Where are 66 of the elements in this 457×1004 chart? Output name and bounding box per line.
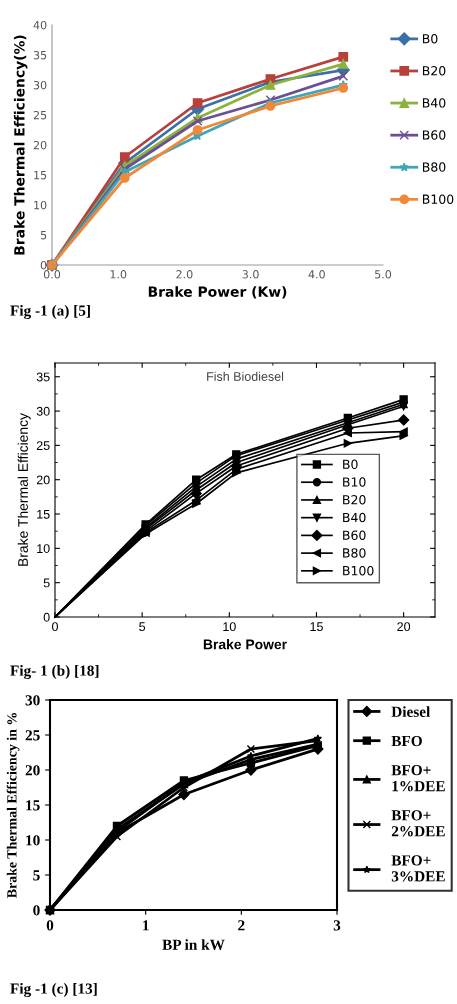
x-tick-label: 20 <box>397 622 411 632</box>
y-axis-title: Brake Thermal Efficiency <box>17 413 31 566</box>
x-tick-label: 1 <box>143 920 149 931</box>
y-tick-label: 5 <box>40 231 47 240</box>
x-tick-label: 3.0 <box>242 270 259 279</box>
x-tick-label: 1.0 <box>110 270 127 279</box>
y-tick-label: 15 <box>37 509 50 519</box>
legend-label: B0 <box>343 459 358 470</box>
x-tick-label: 4.0 <box>308 270 325 279</box>
x-axis-title: Brake Power <box>203 639 287 650</box>
x-tick-label: 2.0 <box>176 270 193 279</box>
y-tick-label: 15 <box>26 800 40 811</box>
legend-label: BFO+ 1%DEE <box>391 765 445 792</box>
legend-label: B20 <box>422 66 446 76</box>
y-tick-label: 0 <box>43 612 50 622</box>
y-tick-label: 5 <box>33 870 40 881</box>
legend-label: B60 <box>422 130 446 140</box>
y-tick-label: 20 <box>33 140 47 150</box>
legend-label: B40 <box>422 98 446 108</box>
y-tick-label: 25 <box>25 730 40 741</box>
x-axis-title: Brake Power (Kw) <box>148 286 287 299</box>
legend-label: B100 <box>343 565 374 576</box>
y-axis-title: Brake Thermal Efficiency(%) <box>13 35 28 255</box>
y-tick-label: 10 <box>37 544 50 553</box>
text: Fig -1 (c) [13] <box>10 983 97 997</box>
x-tick-label: 5.0 <box>375 270 392 279</box>
y-tick-label: 5 <box>43 578 50 588</box>
y-tick-label: 20 <box>25 765 40 776</box>
y-tick-label: 0 <box>33 905 40 916</box>
y-tick-label: 10 <box>34 200 47 210</box>
legend-label: B0 <box>422 33 438 44</box>
text: Fig -1 (a) [5] <box>10 305 90 319</box>
legend-label: B10 <box>343 477 366 487</box>
legend-label: B20 <box>343 495 366 505</box>
legend-label: B80 <box>422 162 446 172</box>
legend-label: BFO+ 3%DEE <box>391 855 445 882</box>
y-tick-label: 30 <box>25 695 40 706</box>
y-tick-label: 40 <box>33 20 47 30</box>
legend-label: B80 <box>343 548 366 558</box>
legend-label: Diesel <box>391 706 431 717</box>
y-tick-label: 15 <box>34 171 47 180</box>
legend-label: B100 <box>422 194 454 204</box>
text: Fish Biodiesel <box>207 371 284 381</box>
legend-label: B40 <box>343 512 366 523</box>
legend-label: BFO <box>391 735 422 747</box>
x-tick-label: 0 <box>52 622 58 632</box>
x-tick-label: 15 <box>310 622 323 632</box>
y-tick-label: 0 <box>40 260 47 270</box>
y-tick-label: 25 <box>36 441 50 451</box>
y-tick-label: 20 <box>36 475 50 485</box>
legend-label: BFO+ 2%DEE <box>391 810 445 837</box>
y-tick-label: 25 <box>33 110 47 120</box>
x-tick-label: 5 <box>139 622 146 632</box>
y-tick-label: 30 <box>36 406 50 416</box>
y-tick-label: 10 <box>26 835 40 846</box>
text: Fig- 1 (b) [18] <box>10 665 99 679</box>
y-tick-label: 35 <box>33 50 47 60</box>
x-tick-label: 0.0 <box>43 270 61 279</box>
legend-label: B60 <box>343 530 366 540</box>
y-tick-label: 35 <box>36 372 50 382</box>
x-axis-title: BP in kW <box>162 939 225 950</box>
x-tick-label: 10 <box>223 622 236 632</box>
y-axis-title: Brake Thermal Efficiency in % <box>6 713 20 898</box>
x-tick-label: 3 <box>333 920 341 931</box>
y-tick-label: 30 <box>33 80 47 90</box>
x-tick-label: 2 <box>238 920 245 931</box>
